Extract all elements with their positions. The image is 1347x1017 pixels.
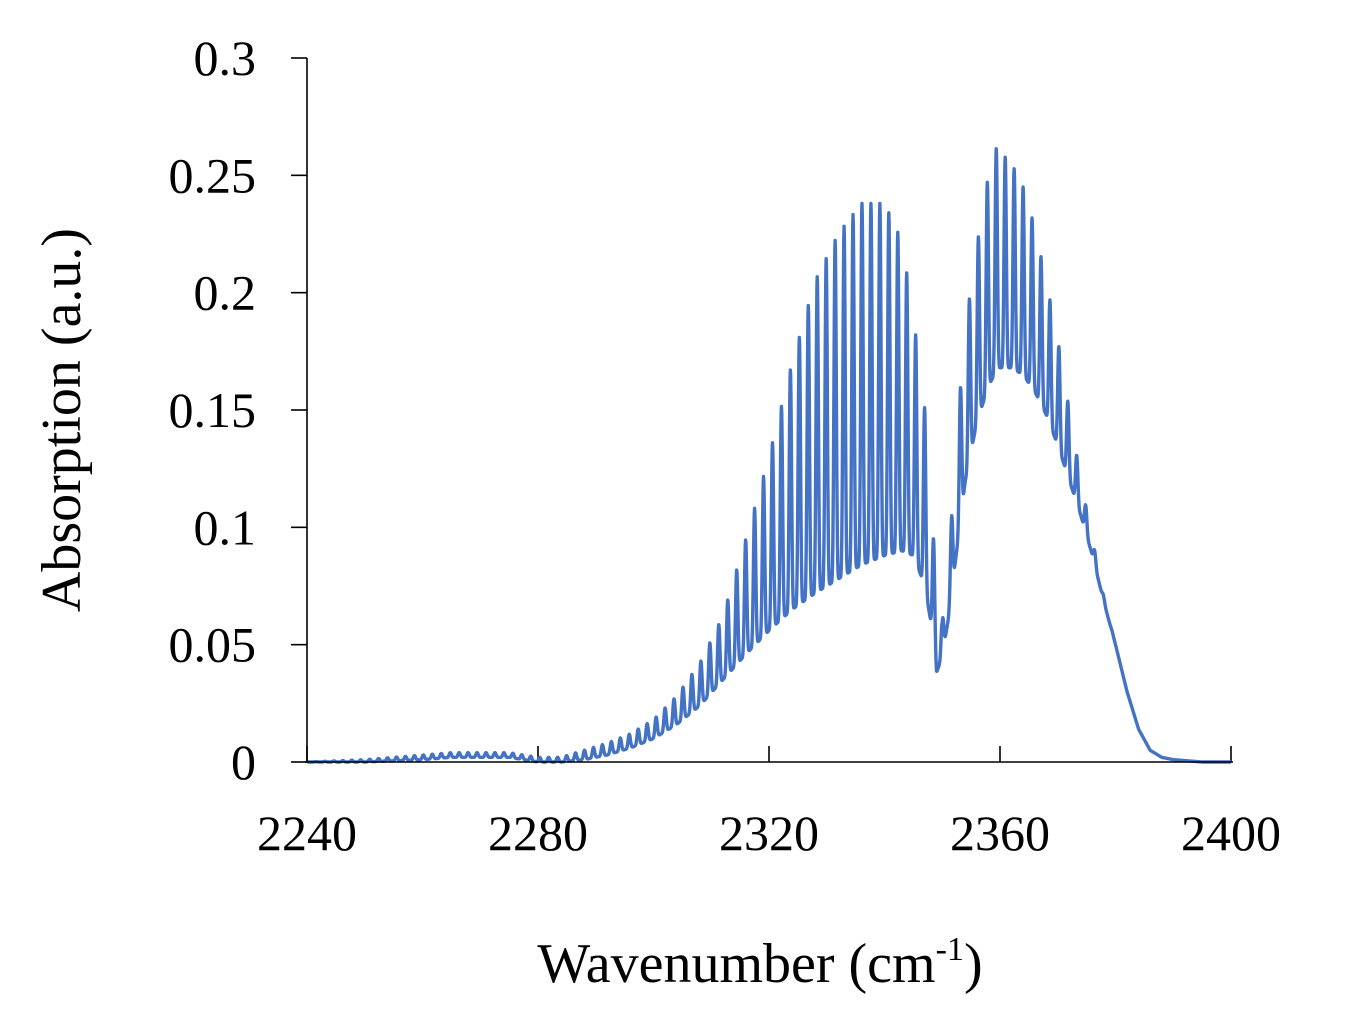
x-tick-label: 2400 xyxy=(1181,805,1281,861)
y-tick-label: 0.05 xyxy=(169,617,257,673)
x-tick-label: 2240 xyxy=(257,805,357,861)
y-tick-label: 0 xyxy=(231,734,256,790)
x-axis-title: Wavenumber (cm-1) xyxy=(537,931,982,995)
x-tick-label: 2280 xyxy=(488,805,588,861)
y-tick-label: 0.3 xyxy=(194,30,257,86)
x-axis-title-main: Wavenumber (cm xyxy=(537,933,935,995)
x-axis-title-superscript: -1 xyxy=(936,931,964,968)
x-tick-label: 2360 xyxy=(950,805,1050,861)
x-axis-ticks: 2240 2280 2320 2360 2400 xyxy=(257,746,1281,861)
absorption-series-line xyxy=(305,147,1233,764)
x-axis-title-suffix: ) xyxy=(964,933,983,995)
y-axis-ticks: 0 0.05 0.1 0.15 0.2 0.25 0.3 xyxy=(169,30,307,790)
x-tick-label: 2320 xyxy=(719,805,819,861)
y-axis-title: Absorption (a.u.) xyxy=(31,228,93,612)
y-tick-label: 0.15 xyxy=(169,382,257,438)
y-tick-label: 0.25 xyxy=(169,147,257,203)
y-tick-label: 0.1 xyxy=(194,499,257,555)
y-tick-label: 0.2 xyxy=(194,265,257,321)
